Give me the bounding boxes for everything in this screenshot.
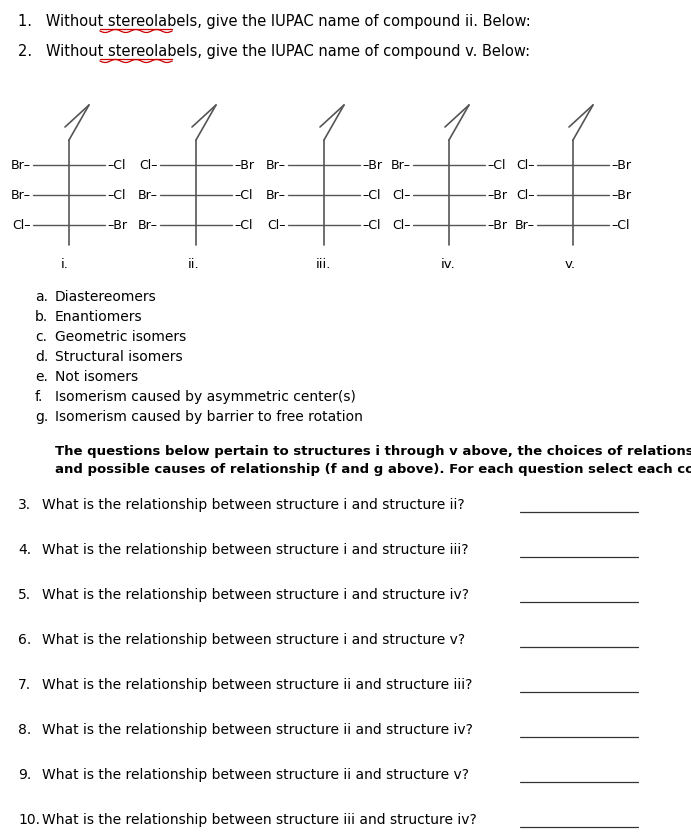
Text: –Br: –Br bbox=[487, 219, 507, 232]
Text: 8.: 8. bbox=[18, 723, 31, 737]
Text: –Br: –Br bbox=[611, 158, 631, 172]
Text: a.: a. bbox=[35, 290, 48, 304]
Text: What is the relationship between structure ii and structure iii?: What is the relationship between structu… bbox=[42, 678, 473, 692]
Text: What is the relationship between structure i and structure ii?: What is the relationship between structu… bbox=[42, 498, 464, 512]
Text: iii.: iii. bbox=[316, 258, 332, 271]
Text: Cl–: Cl– bbox=[12, 219, 31, 232]
Text: What is the relationship between structure i and structure iv?: What is the relationship between structu… bbox=[42, 588, 469, 602]
Text: iv.: iv. bbox=[441, 258, 456, 271]
Text: Isomerism caused by asymmetric center(s): Isomerism caused by asymmetric center(s) bbox=[55, 390, 356, 404]
Text: What is the relationship between structure i and structure iii?: What is the relationship between structu… bbox=[42, 543, 468, 557]
Text: d.: d. bbox=[35, 350, 48, 364]
Text: –Br: –Br bbox=[362, 158, 382, 172]
Text: 5.: 5. bbox=[18, 588, 31, 602]
Text: Not isomers: Not isomers bbox=[55, 370, 138, 384]
Text: –Br: –Br bbox=[234, 158, 254, 172]
Text: 3.: 3. bbox=[18, 498, 31, 512]
Text: Geometric isomers: Geometric isomers bbox=[55, 330, 187, 344]
Text: ii.: ii. bbox=[188, 258, 200, 271]
Text: –Cl: –Cl bbox=[362, 188, 381, 202]
Text: –Cl: –Cl bbox=[234, 219, 252, 232]
Text: 2.   Without stereolabels, give the IUPAC name of compound v. Below:: 2. Without stereolabels, give the IUPAC … bbox=[18, 44, 530, 59]
Text: b.: b. bbox=[35, 310, 48, 324]
Text: –Cl: –Cl bbox=[107, 188, 126, 202]
Text: f.: f. bbox=[35, 390, 44, 404]
Text: c.: c. bbox=[35, 330, 47, 344]
Text: –Br: –Br bbox=[107, 219, 127, 232]
Text: Cl–: Cl– bbox=[267, 219, 286, 232]
Text: 10.: 10. bbox=[18, 813, 40, 827]
Text: Diastereomers: Diastereomers bbox=[55, 290, 157, 304]
Text: Isomerism caused by barrier to free rotation: Isomerism caused by barrier to free rota… bbox=[55, 410, 363, 424]
Text: –Br: –Br bbox=[611, 188, 631, 202]
Text: The questions below pertain to structures i through v above, the choices of rela: The questions below pertain to structure… bbox=[55, 445, 691, 458]
Text: Br–: Br– bbox=[391, 158, 411, 172]
Text: Br–: Br– bbox=[266, 188, 286, 202]
Text: –Cl: –Cl bbox=[487, 158, 506, 172]
Text: 7.: 7. bbox=[18, 678, 31, 692]
Text: –Br: –Br bbox=[487, 188, 507, 202]
Text: Cl–: Cl– bbox=[516, 158, 535, 172]
Text: Cl–: Cl– bbox=[516, 188, 535, 202]
Text: 4.: 4. bbox=[18, 543, 31, 557]
Text: Br–: Br– bbox=[11, 188, 31, 202]
Text: e.: e. bbox=[35, 370, 48, 384]
Text: Br–: Br– bbox=[138, 188, 158, 202]
Text: g.: g. bbox=[35, 410, 48, 424]
Text: –Cl: –Cl bbox=[611, 219, 630, 232]
Text: Cl–: Cl– bbox=[392, 219, 411, 232]
Text: 1.   Without stereolabels, give the IUPAC name of compound ii. Below:: 1. Without stereolabels, give the IUPAC … bbox=[18, 14, 531, 29]
Text: What is the relationship between structure ii and structure v?: What is the relationship between structu… bbox=[42, 768, 469, 782]
Text: and possible causes of relationship (f and g above). For each question select ea: and possible causes of relationship (f a… bbox=[55, 463, 691, 476]
Text: Enantiomers: Enantiomers bbox=[55, 310, 142, 324]
Text: 6.: 6. bbox=[18, 633, 31, 647]
Text: Br–: Br– bbox=[515, 219, 535, 232]
Text: Cl–: Cl– bbox=[392, 188, 411, 202]
Text: Br–: Br– bbox=[138, 219, 158, 232]
Text: –Cl: –Cl bbox=[362, 219, 381, 232]
Text: –Cl: –Cl bbox=[234, 188, 252, 202]
Text: What is the relationship between structure iii and structure iv?: What is the relationship between structu… bbox=[42, 813, 477, 827]
Text: What is the relationship between structure i and structure v?: What is the relationship between structu… bbox=[42, 633, 465, 647]
Text: What is the relationship between structure ii and structure iv?: What is the relationship between structu… bbox=[42, 723, 473, 737]
Text: 9.: 9. bbox=[18, 768, 31, 782]
Text: i.: i. bbox=[61, 258, 69, 271]
Text: Cl–: Cl– bbox=[140, 158, 158, 172]
Text: Br–: Br– bbox=[266, 158, 286, 172]
Text: Structural isomers: Structural isomers bbox=[55, 350, 182, 364]
Text: Br–: Br– bbox=[11, 158, 31, 172]
Text: v.: v. bbox=[565, 258, 576, 271]
Text: –Cl: –Cl bbox=[107, 158, 126, 172]
